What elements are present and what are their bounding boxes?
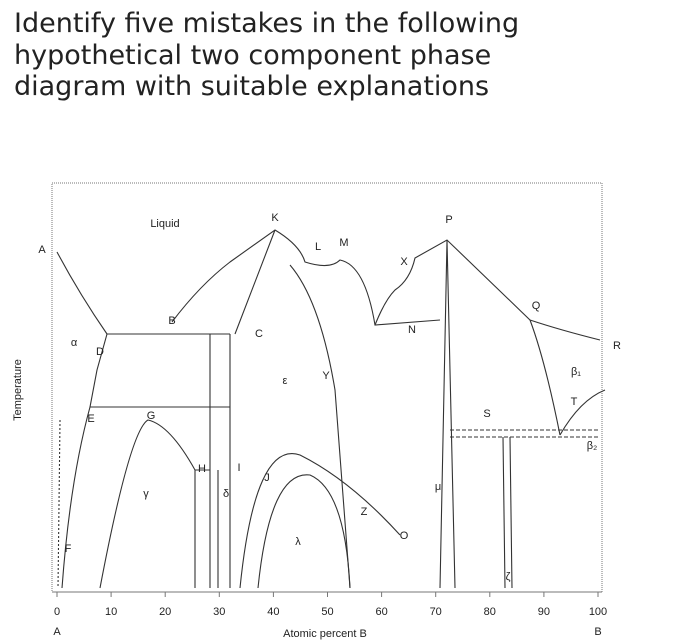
region-label: δ	[223, 488, 229, 500]
region-label: X	[400, 256, 408, 268]
x-tick-label: 10	[105, 606, 117, 618]
region-label: E	[87, 413, 94, 425]
region-label: Q	[532, 300, 541, 312]
axis-end-label: B	[594, 626, 601, 638]
x-tick-label: 100	[589, 606, 607, 618]
region-label: K	[271, 212, 279, 224]
x-tick-label: 20	[159, 606, 171, 618]
frame	[51, 182, 603, 593]
x-tick-label: 0	[54, 606, 60, 618]
region-label: P	[445, 214, 452, 226]
region-label: O	[400, 530, 409, 542]
region-label: C	[255, 328, 263, 340]
region-label: B	[168, 315, 175, 327]
question-line: Identify five mistakes in the following	[14, 8, 520, 39]
region-label: γ	[143, 488, 149, 500]
region-label: N	[408, 324, 416, 336]
region-label: H	[198, 463, 206, 475]
region-label: ζ	[506, 571, 511, 583]
region-label: J	[264, 472, 270, 484]
question-line: diagram with suitable explanations	[14, 71, 490, 102]
region-label: Y	[322, 370, 330, 382]
region-label: μ	[435, 481, 441, 493]
x-ticks: 0 10 20 30 40 50 60 70 80 90 100	[54, 592, 607, 618]
region-label: G	[147, 410, 156, 422]
phase-lines	[56, 229, 606, 589]
x-tick-label: 50	[321, 606, 333, 618]
region-label: I	[237, 462, 240, 474]
region-label: L	[315, 241, 321, 253]
region-label: β₂	[587, 440, 598, 452]
region-label: Liquid	[150, 218, 179, 230]
x-tick-label: 30	[213, 606, 225, 618]
x-tick-label: 60	[375, 606, 387, 618]
region-label: F	[65, 543, 72, 555]
region-label: M	[339, 237, 348, 249]
x-tick-label: 70	[430, 606, 442, 618]
region-label: A	[38, 244, 46, 256]
region-label: R	[613, 340, 621, 352]
region-label: α	[71, 337, 78, 349]
x-tick-label: 90	[538, 606, 550, 618]
x-tick-label: 40	[267, 606, 279, 618]
y-axis-label: Temperature	[12, 359, 24, 421]
region-label: D	[96, 346, 104, 358]
region-label: λ	[295, 536, 301, 548]
region-label: β₁	[571, 366, 581, 378]
x-axis-label: Atomic percent B	[283, 628, 367, 640]
region-label: S	[483, 408, 490, 420]
axis-end-label: A	[53, 626, 61, 638]
x-tick-label: 80	[484, 606, 496, 618]
region-label: ε	[283, 375, 288, 387]
region-label: Z	[361, 506, 368, 518]
question-line: hypothetical two component phase	[14, 40, 492, 71]
region-label: T	[571, 396, 578, 408]
